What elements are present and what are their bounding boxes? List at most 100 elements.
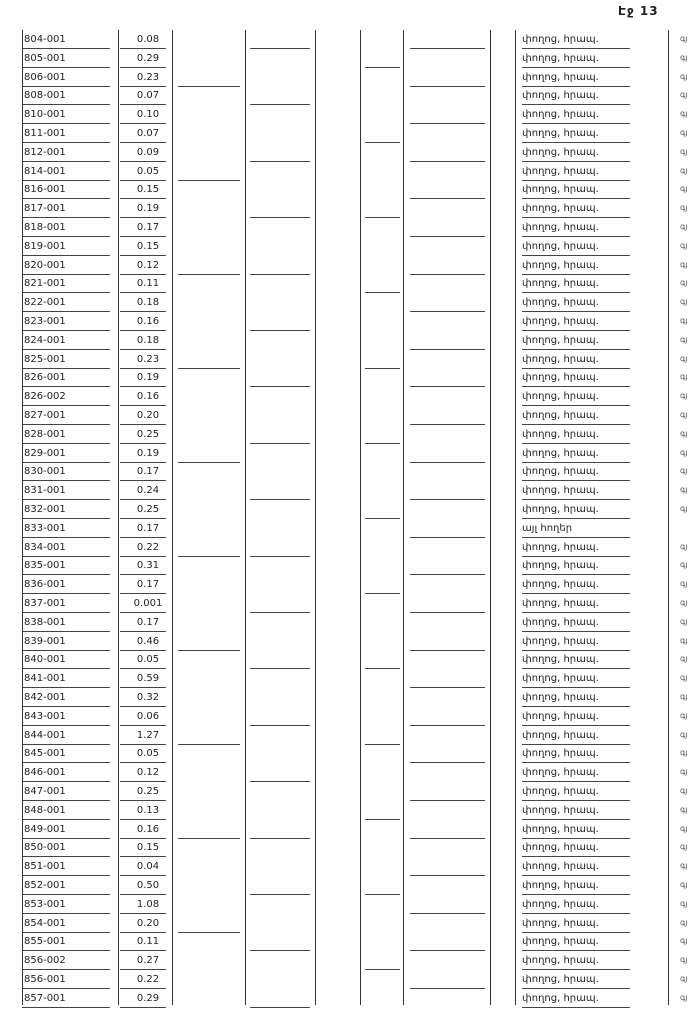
row-underline xyxy=(522,405,630,407)
parcel-area: 0.20 xyxy=(136,410,160,421)
row-underline xyxy=(522,555,630,557)
land-type: փողոց, հրապ. xyxy=(522,334,599,346)
table-row: 817-001 0.19 փողոց, հրապ. գյ xyxy=(0,200,694,219)
row-mark: գյ xyxy=(680,842,688,852)
row-underline xyxy=(365,668,400,670)
land-type: փողոց, հրապ. xyxy=(522,804,599,816)
land-type: փողոց, հրապ. xyxy=(522,240,599,252)
parcel-area: 0.17 xyxy=(136,222,160,233)
row-underline xyxy=(250,104,310,106)
row-underline xyxy=(22,894,110,895)
table-row: 821-001 0.11 փողոց, հրապ. գյ xyxy=(0,275,694,294)
row-underline xyxy=(120,724,166,726)
parcel-id: 838-001 xyxy=(24,616,66,628)
row-underline xyxy=(22,875,110,877)
table-row: 855-001 0.11 փողոց, հրապ. գյ xyxy=(0,933,694,952)
row-underline xyxy=(22,724,110,726)
table-row: 806-001 0.23 փողոց, հրապ. գյ xyxy=(0,69,694,88)
row-underline xyxy=(250,668,310,670)
row-underline xyxy=(410,198,485,200)
land-type: փողոց, հրապ. xyxy=(522,428,599,440)
row-mark: գյ xyxy=(680,240,688,250)
table-row: 856-001 0.22 փողոց, հրապ. գյ xyxy=(0,971,694,990)
parcel-id: 827-001 xyxy=(24,410,66,421)
land-type: փողոց, հրապ. xyxy=(522,936,599,948)
parcel-id: 846-001 xyxy=(24,767,66,779)
row-underline xyxy=(22,424,110,425)
parcel-id: 847-001 xyxy=(24,786,66,797)
row-underline xyxy=(522,706,630,707)
row-underline xyxy=(522,668,630,670)
row-underline xyxy=(522,687,630,689)
row-mark: գյ xyxy=(680,259,688,269)
row-underline xyxy=(522,480,630,482)
table-row: 837-001 0.001 փողոց, հրապ. գյ xyxy=(0,595,694,614)
parcel-area: 0.12 xyxy=(136,767,160,779)
row-underline xyxy=(120,612,166,613)
table-row: 857-001 0.29 փողոց, հրապ. գյ xyxy=(0,990,694,1009)
table-row: 825-001 0.23 փողոց, հրապ. գյ xyxy=(0,351,694,370)
row-underline xyxy=(250,499,310,501)
row-underline xyxy=(522,273,630,275)
row-underline xyxy=(120,311,166,313)
column-rule xyxy=(172,30,173,1005)
table-row: 805-001 0.29 փողոց, հրապ. գյ xyxy=(0,50,694,69)
parcel-area: 0.05 xyxy=(136,165,160,177)
parcel-id: 810-001 xyxy=(24,109,66,121)
row-underline xyxy=(120,818,166,820)
row-underline xyxy=(22,518,110,519)
parcel-id: 816-001 xyxy=(24,184,66,196)
land-type: փողոց, հրապ. xyxy=(522,673,599,685)
row-underline xyxy=(22,649,110,651)
row-underline xyxy=(22,442,110,444)
row-underline xyxy=(410,48,485,49)
land-type: փողոց, հրապ. xyxy=(522,786,599,797)
table-row: 822-001 0.18 փողոց, հրապ. գյ xyxy=(0,294,694,313)
parcel-id: 829-001 xyxy=(24,447,66,459)
table-row: 811-001 0.07 փողոց, հրապ. գյ xyxy=(0,125,694,144)
parcel-id: 844-001 xyxy=(24,729,66,741)
row-underline xyxy=(120,668,166,670)
row-underline xyxy=(522,724,630,726)
parcel-area: 0.08 xyxy=(136,34,160,45)
row-mark: գյ xyxy=(680,579,688,589)
parcel-area: 0.05 xyxy=(136,748,160,760)
table-row: 814-001 0.05 փողոց, հրապ. գյ xyxy=(0,163,694,182)
land-type: փողոց, հրապ. xyxy=(522,616,599,628)
row-underline xyxy=(365,142,400,143)
row-mark: գյ xyxy=(680,410,688,419)
row-mark: գյ xyxy=(680,598,688,607)
row-underline xyxy=(522,743,630,745)
row-mark: գյ xyxy=(680,184,688,194)
table-row: 848-001 0.13 փողոց, հրապ. գյ xyxy=(0,802,694,821)
row-mark: գյ xyxy=(680,692,688,701)
table-row: 834-001 0.22 փողոց, հրապ. գյ xyxy=(0,539,694,558)
row-underline xyxy=(120,781,166,783)
row-underline xyxy=(250,217,310,219)
parcel-id: 822-001 xyxy=(24,297,66,309)
row-underline xyxy=(120,217,166,219)
row-underline xyxy=(410,762,485,764)
land-type: փողոց, հրապ. xyxy=(522,485,599,497)
row-underline xyxy=(22,743,110,745)
parcel-area: 0.13 xyxy=(136,804,160,816)
table-row: 850-001 0.15 փողոց, հրապ. գյ xyxy=(0,839,694,858)
table-row: 830-001 0.17 փողոց, հրապ. գյ xyxy=(0,463,694,482)
parcel-area: 0.15 xyxy=(136,842,160,854)
row-mark: գյ xyxy=(680,974,688,983)
row-underline xyxy=(250,273,310,275)
row-underline xyxy=(410,800,485,801)
land-type: փողոց, հրապ. xyxy=(522,391,599,403)
parcel-id: 814-001 xyxy=(24,165,66,177)
row-underline xyxy=(410,348,485,350)
row-underline xyxy=(365,518,400,519)
row-underline xyxy=(410,687,485,689)
row-mark: գյ xyxy=(680,391,688,401)
row-underline xyxy=(522,386,630,388)
row-underline xyxy=(365,743,400,745)
row-underline xyxy=(120,1006,166,1008)
land-type: փողոց, հրապ. xyxy=(522,128,599,139)
table-row: 856-002 0.27 փողոց, հրապ. գյ xyxy=(0,952,694,971)
row-underline xyxy=(178,85,240,87)
row-underline xyxy=(522,198,630,200)
